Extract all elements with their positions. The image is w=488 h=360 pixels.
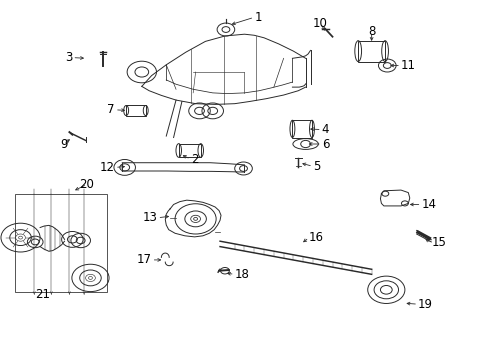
Text: 11: 11	[400, 59, 415, 72]
Text: 10: 10	[312, 17, 327, 30]
Bar	[126, 105, 145, 116]
Text: 8: 8	[367, 25, 375, 38]
Bar	[292, 120, 311, 138]
Text: 3: 3	[65, 51, 72, 64]
Text: 17: 17	[136, 253, 151, 266]
Text: 20: 20	[80, 178, 94, 191]
Text: 9: 9	[60, 138, 67, 150]
Text: 12: 12	[100, 161, 115, 174]
Text: 13: 13	[142, 211, 157, 224]
Text: 19: 19	[417, 298, 432, 311]
Text: 2: 2	[190, 153, 198, 166]
Text: 4: 4	[321, 123, 328, 136]
Text: 1: 1	[254, 11, 261, 24]
Text: 18: 18	[234, 268, 249, 281]
Text: 16: 16	[308, 231, 324, 244]
Text: 14: 14	[421, 198, 436, 211]
Text: 21: 21	[36, 288, 50, 301]
Text: 7: 7	[107, 103, 115, 116]
Text: 5: 5	[312, 160, 320, 173]
Bar	[15, 194, 106, 292]
Bar	[179, 144, 200, 157]
Text: 6: 6	[321, 138, 328, 150]
Bar	[357, 41, 385, 62]
Text: 15: 15	[430, 237, 445, 249]
